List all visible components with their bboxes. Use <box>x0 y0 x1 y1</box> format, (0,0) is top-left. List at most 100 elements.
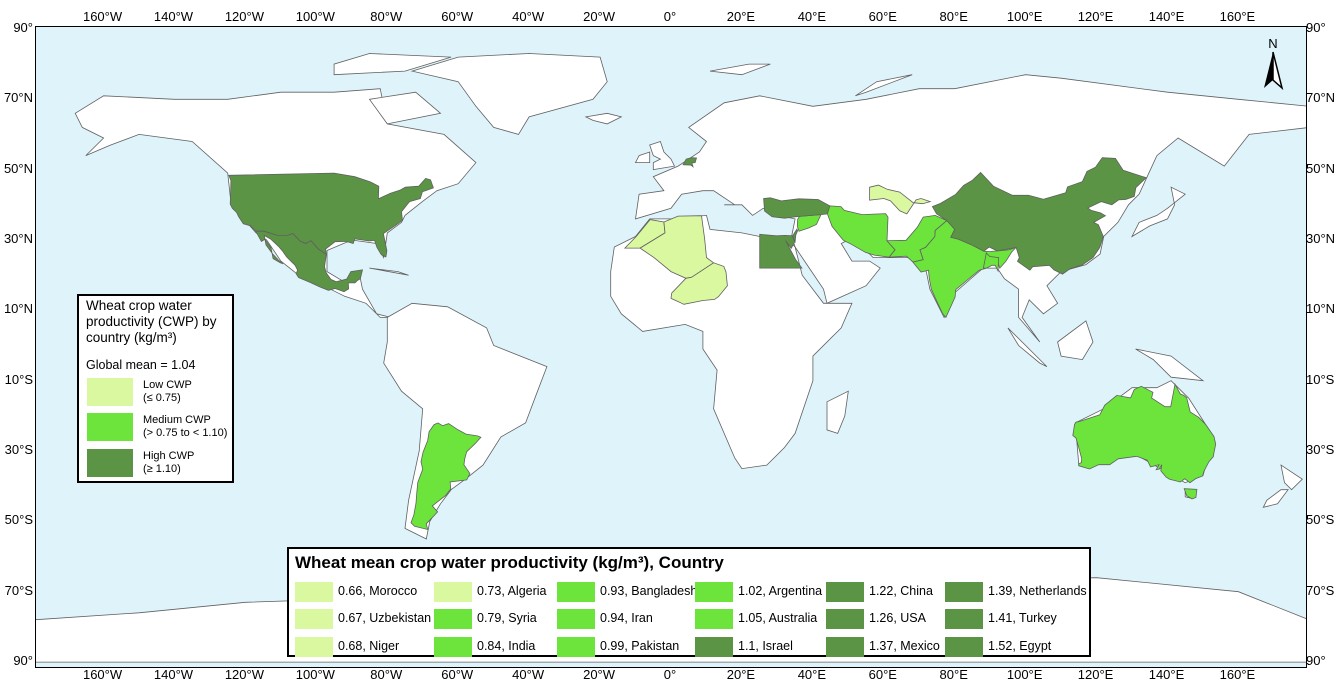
lat-label-left: 50°S <box>4 512 33 528</box>
lon-label-bottom: 160°W <box>82 667 123 682</box>
table-entry-swatch <box>295 609 333 629</box>
lat-label-right: 10°S <box>1306 371 1335 387</box>
legend-swatch-low <box>87 378 133 406</box>
lon-label-top: 140°E <box>1148 9 1185 24</box>
country-china[interactable] <box>931 157 1147 275</box>
country-niger[interactable] <box>670 262 728 305</box>
lon-label-top: 80°E <box>939 9 968 24</box>
country-netherlands[interactable] <box>682 157 698 168</box>
cwp-country-table: Wheat mean crop water productivity (kg/m… <box>287 547 1091 657</box>
lon-label-bottom: 0° <box>663 667 677 682</box>
lon-label-top: 100°W <box>295 9 335 24</box>
table-entry-swatch <box>557 637 595 657</box>
legend-title: Wheat crop water productivity (CWP) by c… <box>86 298 217 345</box>
landmass-sumatra <box>1007 327 1048 367</box>
lon-label-bottom: 80°W <box>370 667 403 682</box>
legend-swatch-high <box>87 449 133 477</box>
table-entry-label: 1.52, Egypt <box>988 639 1052 653</box>
lat-label-right: 50°S <box>1306 512 1335 528</box>
lon-label-top: 160°W <box>82 9 123 24</box>
table-entry-label: 0.99, Pakistan <box>600 639 680 653</box>
country-argentina[interactable] <box>410 422 482 531</box>
legend-class-high: High CWP (≥ 1.10) <box>87 449 232 478</box>
lon-label-top: 40°E <box>797 9 827 24</box>
landmass-japan <box>1131 186 1186 238</box>
country-bangladesh[interactable] <box>982 252 1000 273</box>
table-entry-swatch <box>826 582 864 602</box>
cwp-legend: Wheat crop water productivity (CWP) by c… <box>77 294 234 483</box>
lat-label-right: 70°S <box>1306 582 1335 598</box>
lon-label-bottom: 100°W <box>295 667 335 682</box>
table-entry-swatch <box>945 609 983 629</box>
country-india[interactable] <box>912 220 1017 319</box>
lon-label-bottom: 40°E <box>797 667 827 682</box>
lon-label-top: 0° <box>663 9 677 24</box>
lat-label-right: 10°N <box>1306 301 1336 317</box>
table-entry-label: 0.84, India <box>477 639 536 653</box>
country-algeria[interactable] <box>639 215 715 279</box>
table-entry-swatch <box>945 582 983 602</box>
country-mexico[interactable] <box>255 230 364 293</box>
lat-label-left: 70°S <box>4 582 33 598</box>
lon-label-top: 60°W <box>441 9 474 24</box>
lon-label-bottom: 80°E <box>939 667 968 682</box>
legend-class-name: Low CWP <box>143 379 192 391</box>
table-entry-swatch <box>826 637 864 657</box>
table-entry-label: 1.02, Argentina <box>738 584 823 598</box>
country-egypt[interactable] <box>759 233 803 269</box>
legend-class-low: Low CWP (≤ 0.75) <box>87 378 232 407</box>
table-entry-label: 0.67, Uzbekistan <box>338 611 432 625</box>
table-entry-swatch <box>826 609 864 629</box>
lon-label-top: 20°W <box>583 9 616 24</box>
country-australia[interactable] <box>1072 383 1217 484</box>
lat-label-right: 90° <box>1306 653 1326 669</box>
lon-label-bottom: 20°E <box>726 667 756 682</box>
lon-label-top: 80°W <box>370 9 403 24</box>
country-israel[interactable] <box>792 228 799 244</box>
legend-class-name: Medium CWP <box>143 414 211 426</box>
legend-swatch-medium <box>87 413 133 441</box>
lon-label-top: 120°W <box>224 9 264 24</box>
legend-class-medium: Medium CWP (> 0.75 to < 1.10) <box>87 413 232 442</box>
lon-label-top: 160°E <box>1219 9 1256 24</box>
lat-label-right: 70°N <box>1306 90 1336 106</box>
lat-label-left: 70°N <box>3 90 33 106</box>
landmass-greenland <box>410 53 608 135</box>
landmass-cuba <box>369 267 409 276</box>
landmass-uk <box>649 140 676 171</box>
table-entry-swatch <box>434 609 472 629</box>
table-entry-swatch <box>295 637 333 657</box>
table-entry-label: 0.68, Niger <box>338 639 400 653</box>
table-entry-label: 1.37, Mexico <box>869 639 940 653</box>
table-entry-label: 0.79, Syria <box>477 611 537 625</box>
landmass-south-america <box>383 302 548 540</box>
landmass-iceland <box>584 112 623 125</box>
lat-label-left: 90° <box>13 19 33 35</box>
table-entry-label: 0.94, Iran <box>600 611 653 625</box>
north-arrow-icon: N <box>1258 36 1288 94</box>
table-entry-label: 1.05, Australia <box>738 611 818 625</box>
lon-label-bottom: 120°E <box>1077 667 1114 682</box>
lon-label-bottom: 120°W <box>224 667 264 682</box>
lon-label-bottom: 60°E <box>868 667 897 682</box>
lon-label-bottom: 100°E <box>1006 667 1043 682</box>
lat-label-right: 30°S <box>1306 442 1335 458</box>
lon-label-top: 100°E <box>1006 9 1043 24</box>
lon-label-bottom: 140°E <box>1148 667 1185 682</box>
lat-label-left: 50°N <box>3 160 33 176</box>
landmass-ireland <box>634 151 651 164</box>
country-usa[interactable] <box>228 172 434 258</box>
table-entry-swatch <box>434 582 472 602</box>
country-uzbekistan[interactable] <box>869 184 932 215</box>
table-entry-label: 1.41, Turkey <box>988 611 1057 625</box>
lat-label-right: 30°N <box>1306 230 1336 246</box>
landmass-new-zealand-north <box>1280 464 1303 491</box>
table-entry-swatch <box>695 609 733 629</box>
country-australia-tasmania[interactable] <box>1183 488 1198 500</box>
legend-class-range: (≤ 0.75) <box>143 392 181 404</box>
landmass-borneo <box>1057 320 1094 361</box>
landmass-africa <box>610 214 853 470</box>
table-entry-label: 0.93, Bangladesh <box>600 584 698 598</box>
map-frame <box>35 26 1307 668</box>
table-entry-swatch <box>945 637 983 657</box>
